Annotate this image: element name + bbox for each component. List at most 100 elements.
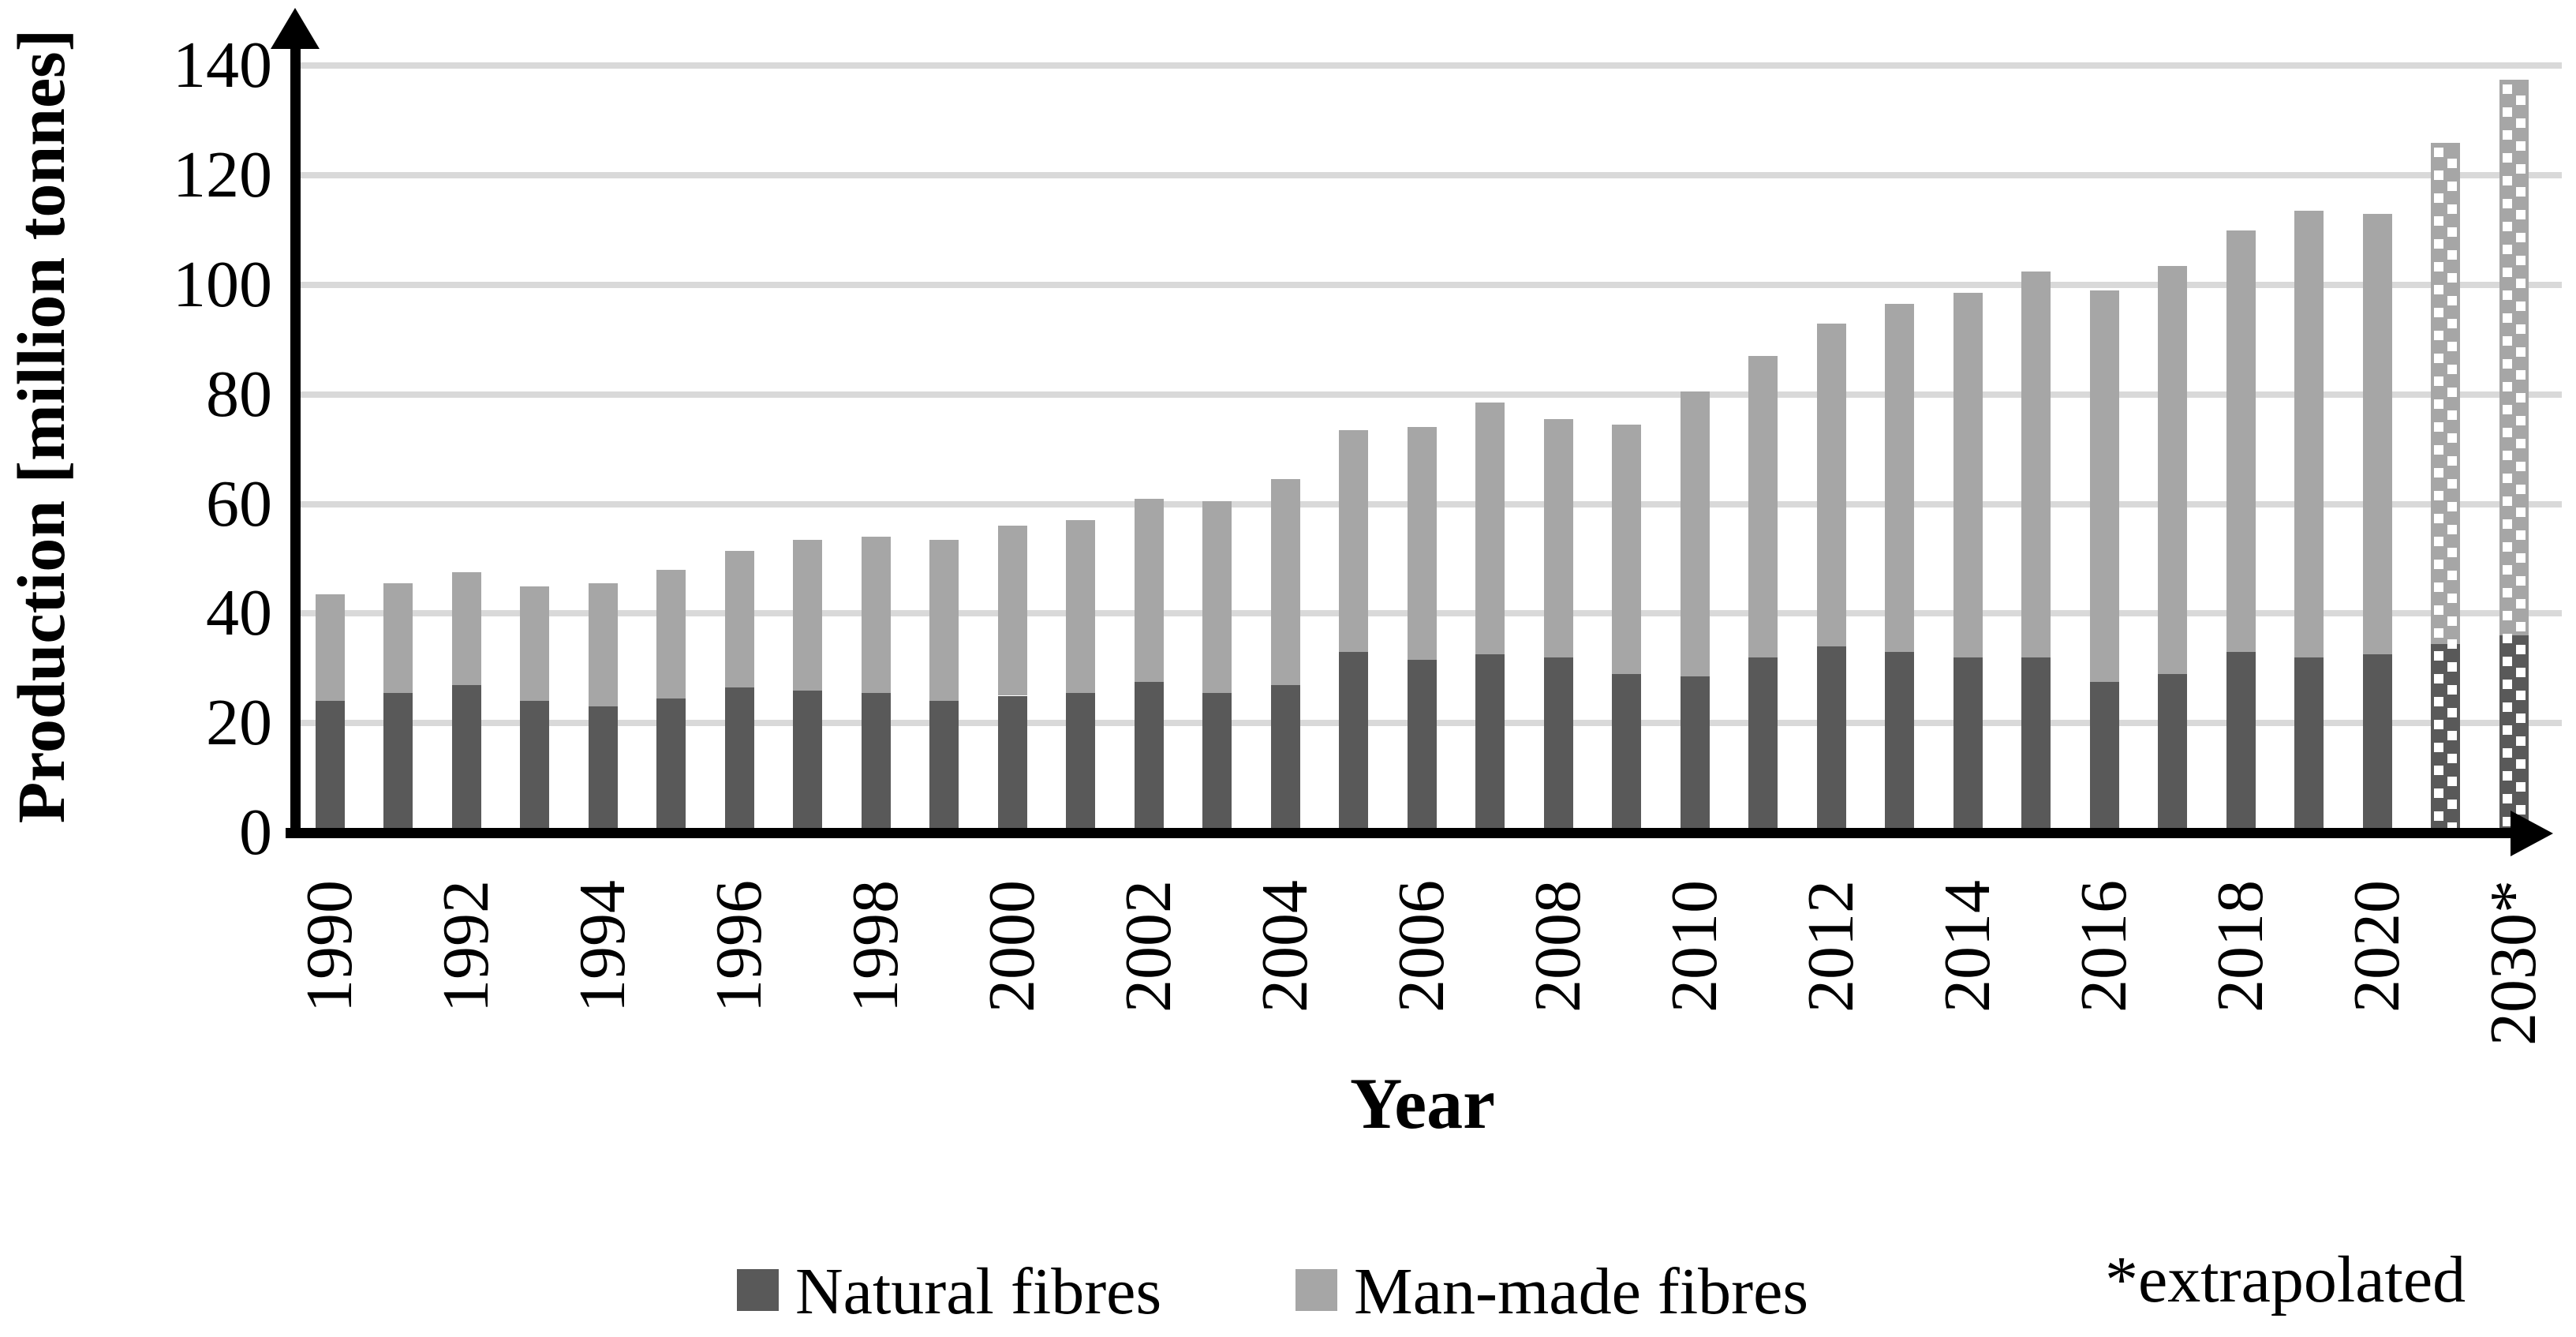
- bar-1997-manmade: [793, 539, 822, 691]
- bar-2006-manmade: [1407, 427, 1437, 661]
- x-tick-label-1994: 1994: [566, 880, 639, 1013]
- pattern-dot: [2434, 193, 2443, 203]
- pattern-dot: [2502, 610, 2512, 620]
- bar-2017-manmade: [2158, 265, 2187, 674]
- pattern-dot: [2434, 811, 2443, 821]
- bar-1996-manmade: [724, 550, 754, 688]
- x-tick-label-2010: 2010: [1658, 880, 1731, 1013]
- pattern-dot: [2515, 255, 2526, 265]
- bar-2007-manmade: [1475, 403, 1505, 655]
- y-tick-label-40: 40: [206, 576, 272, 650]
- bar-2010-manmade: [1680, 391, 1710, 677]
- bar-1999-manmade: [929, 539, 959, 702]
- bar-2015-manmade: [2021, 271, 2051, 657]
- pattern-dot: [2502, 770, 2512, 781]
- bar-2005-manmade: [1339, 429, 1368, 652]
- x-tick-label-1996: 1996: [702, 880, 776, 1013]
- pattern-dot: [2502, 404, 2512, 414]
- pattern-dot: [2502, 175, 2512, 185]
- pattern-dot: [2447, 524, 2457, 534]
- pattern-dot: [2447, 204, 2457, 214]
- y-tick-label-0: 0: [239, 796, 272, 869]
- y-axis-arrow-icon: [271, 8, 320, 49]
- bar-2020-natural: [2362, 654, 2392, 833]
- pattern-dot: [2434, 330, 2443, 340]
- pattern-dot: [2515, 530, 2526, 540]
- x-axis-title: Year: [1350, 1063, 1495, 1144]
- pattern-dot: [2447, 684, 2457, 695]
- pattern-dot: [2515, 392, 2526, 403]
- pattern-dot: [2434, 696, 2443, 706]
- bar-1997-natural: [793, 690, 822, 833]
- pattern-dot: [2515, 324, 2526, 334]
- y-axis-title: Production [million tonnes]: [3, 28, 79, 824]
- pattern-dot: [2515, 438, 2526, 448]
- bar-1999-natural: [929, 701, 959, 833]
- bar-2025*-extrapolated-pattern: [2431, 143, 2460, 833]
- bar-2004-manmade: [1270, 479, 1300, 685]
- bar-2002-manmade: [1134, 498, 1164, 683]
- pattern-dot: [2434, 582, 2443, 592]
- x-tick-label-2004: 2004: [1248, 880, 1322, 1013]
- pattern-dot: [2502, 633, 2512, 643]
- bar-2016-natural: [2089, 682, 2119, 833]
- extrapolated-note: *extrapolated: [2105, 1243, 2466, 1316]
- pattern-dot: [2434, 261, 2443, 272]
- pattern-dot: [2447, 661, 2457, 672]
- pattern-dot: [2502, 335, 2512, 346]
- bar-2012-manmade: [1816, 323, 1846, 647]
- pattern-dot: [2447, 158, 2457, 168]
- bar-2016-manmade: [2089, 290, 2119, 683]
- gridline-140: [301, 62, 2562, 69]
- pattern-dot: [2447, 776, 2457, 786]
- pattern-dot: [2502, 656, 2512, 666]
- bar-2014-manmade: [1953, 293, 1983, 657]
- pattern-dot: [2515, 461, 2526, 471]
- pattern-dot: [2502, 84, 2512, 94]
- bar-2018-manmade: [2226, 230, 2256, 652]
- bar-2019-natural: [2294, 657, 2324, 833]
- gridline-120: [301, 172, 2562, 179]
- pattern-dot: [2502, 198, 2512, 208]
- bar-2013-manmade: [1885, 304, 1914, 652]
- pattern-dot: [2434, 605, 2443, 615]
- bar-2010-natural: [1680, 676, 1710, 833]
- bar-1994-manmade: [588, 583, 618, 707]
- x-tick-label-1992: 1992: [429, 880, 503, 1013]
- y-tick-label-140: 140: [173, 28, 272, 103]
- bar-2005-natural: [1339, 651, 1368, 833]
- pattern-dot: [2502, 519, 2512, 529]
- bar-1991-manmade: [383, 583, 413, 694]
- x-tick-label-1998: 1998: [839, 880, 912, 1013]
- y-axis-line: [290, 41, 301, 838]
- pattern-dot: [2515, 369, 2526, 380]
- bar-2003-natural: [1202, 693, 1232, 833]
- pattern-dot: [2447, 295, 2457, 305]
- pattern-dot: [2447, 478, 2457, 489]
- pattern-dot: [2434, 559, 2443, 569]
- bar-1992-manmade: [451, 572, 481, 685]
- pattern-dot: [2434, 513, 2443, 523]
- bar-2011-natural: [1748, 657, 1778, 833]
- pattern-dot: [2447, 799, 2457, 809]
- pattern-dot: [2434, 170, 2443, 180]
- pattern-dot: [2502, 496, 2512, 506]
- bar-1998-manmade: [861, 537, 891, 694]
- pattern-dot: [2502, 358, 2512, 369]
- legend-swatch-manmade: [1295, 1269, 1337, 1311]
- pattern-dot: [2447, 639, 2457, 649]
- pattern-dot: [2515, 95, 2526, 105]
- bar-2030*-extrapolated-pattern: [2499, 80, 2529, 833]
- pattern-dot: [2515, 140, 2526, 151]
- x-tick-label-2030*: 2030*: [2477, 880, 2550, 1046]
- bar-2001-natural: [1066, 693, 1095, 833]
- pattern-dot: [2515, 278, 2526, 288]
- pattern-dot: [2515, 209, 2526, 219]
- pattern-dot: [2447, 410, 2457, 420]
- pattern-dot: [2515, 301, 2526, 311]
- x-tick-label-2012: 2012: [1794, 880, 1868, 1013]
- bar-2012-natural: [1816, 646, 1846, 833]
- bar-2013-natural: [1885, 651, 1914, 833]
- pattern-dot: [2434, 421, 2443, 432]
- pattern-dot: [2502, 747, 2512, 758]
